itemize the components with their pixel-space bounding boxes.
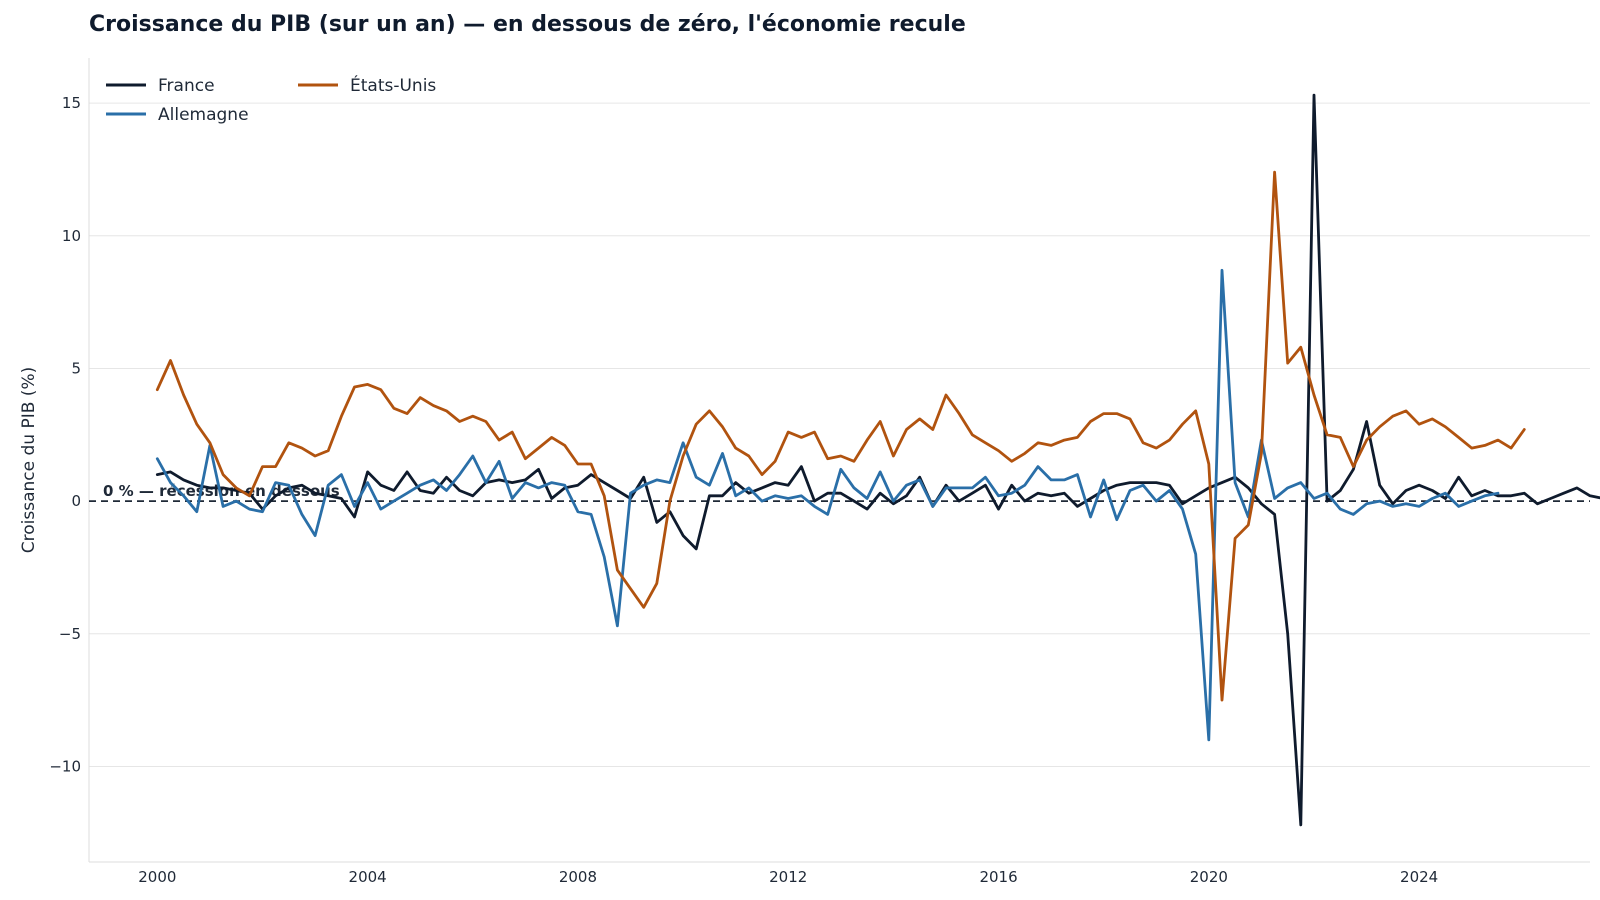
x-tick-label: 2024 — [1400, 868, 1438, 886]
x-tick-labels: 2000 2004 2008 2012 2016 2020 2024 — [138, 868, 1438, 886]
gridlines — [89, 102, 1590, 767]
y-tick-label: −5 — [59, 625, 81, 643]
chart-title: Croissance du PIB (sur un an) — en desso… — [89, 12, 966, 37]
axes — [88, 58, 1590, 863]
series-line-france — [155, 93, 1600, 827]
x-tick-label: 2020 — [1190, 868, 1228, 886]
y-tick-label: 5 — [71, 359, 81, 377]
series-line-e-tats-unis — [155, 170, 1526, 702]
y-tick-label: 15 — [62, 94, 81, 112]
x-tick-label: 2004 — [349, 868, 387, 886]
x-tick-label: 2000 — [138, 868, 176, 886]
legend-label: France — [158, 76, 215, 96]
legend-label: États-Unis — [350, 74, 436, 96]
y-tick-label: −10 — [49, 757, 81, 775]
x-tick-label: 2008 — [559, 868, 597, 886]
legend: France Allemagne États-Unis — [106, 74, 436, 125]
y-axis-title: Croissance du PIB (%) — [19, 367, 39, 553]
legend-label: Allemagne — [158, 105, 249, 125]
x-tick-label: 2012 — [769, 868, 807, 886]
y-tick-labels: −10 −5 0 5 10 15 — [49, 94, 81, 775]
y-tick-label: 10 — [62, 227, 81, 245]
series-line-allemagne — [155, 268, 1500, 742]
reference-line-annotation: 0 % — récession en dessous — [103, 482, 340, 500]
series-lines — [155, 93, 1600, 827]
reference-line-group: 0 % — récession en dessous — [89, 482, 1590, 503]
y-tick-label: 0 — [71, 492, 81, 510]
x-tick-label: 2016 — [979, 868, 1017, 886]
